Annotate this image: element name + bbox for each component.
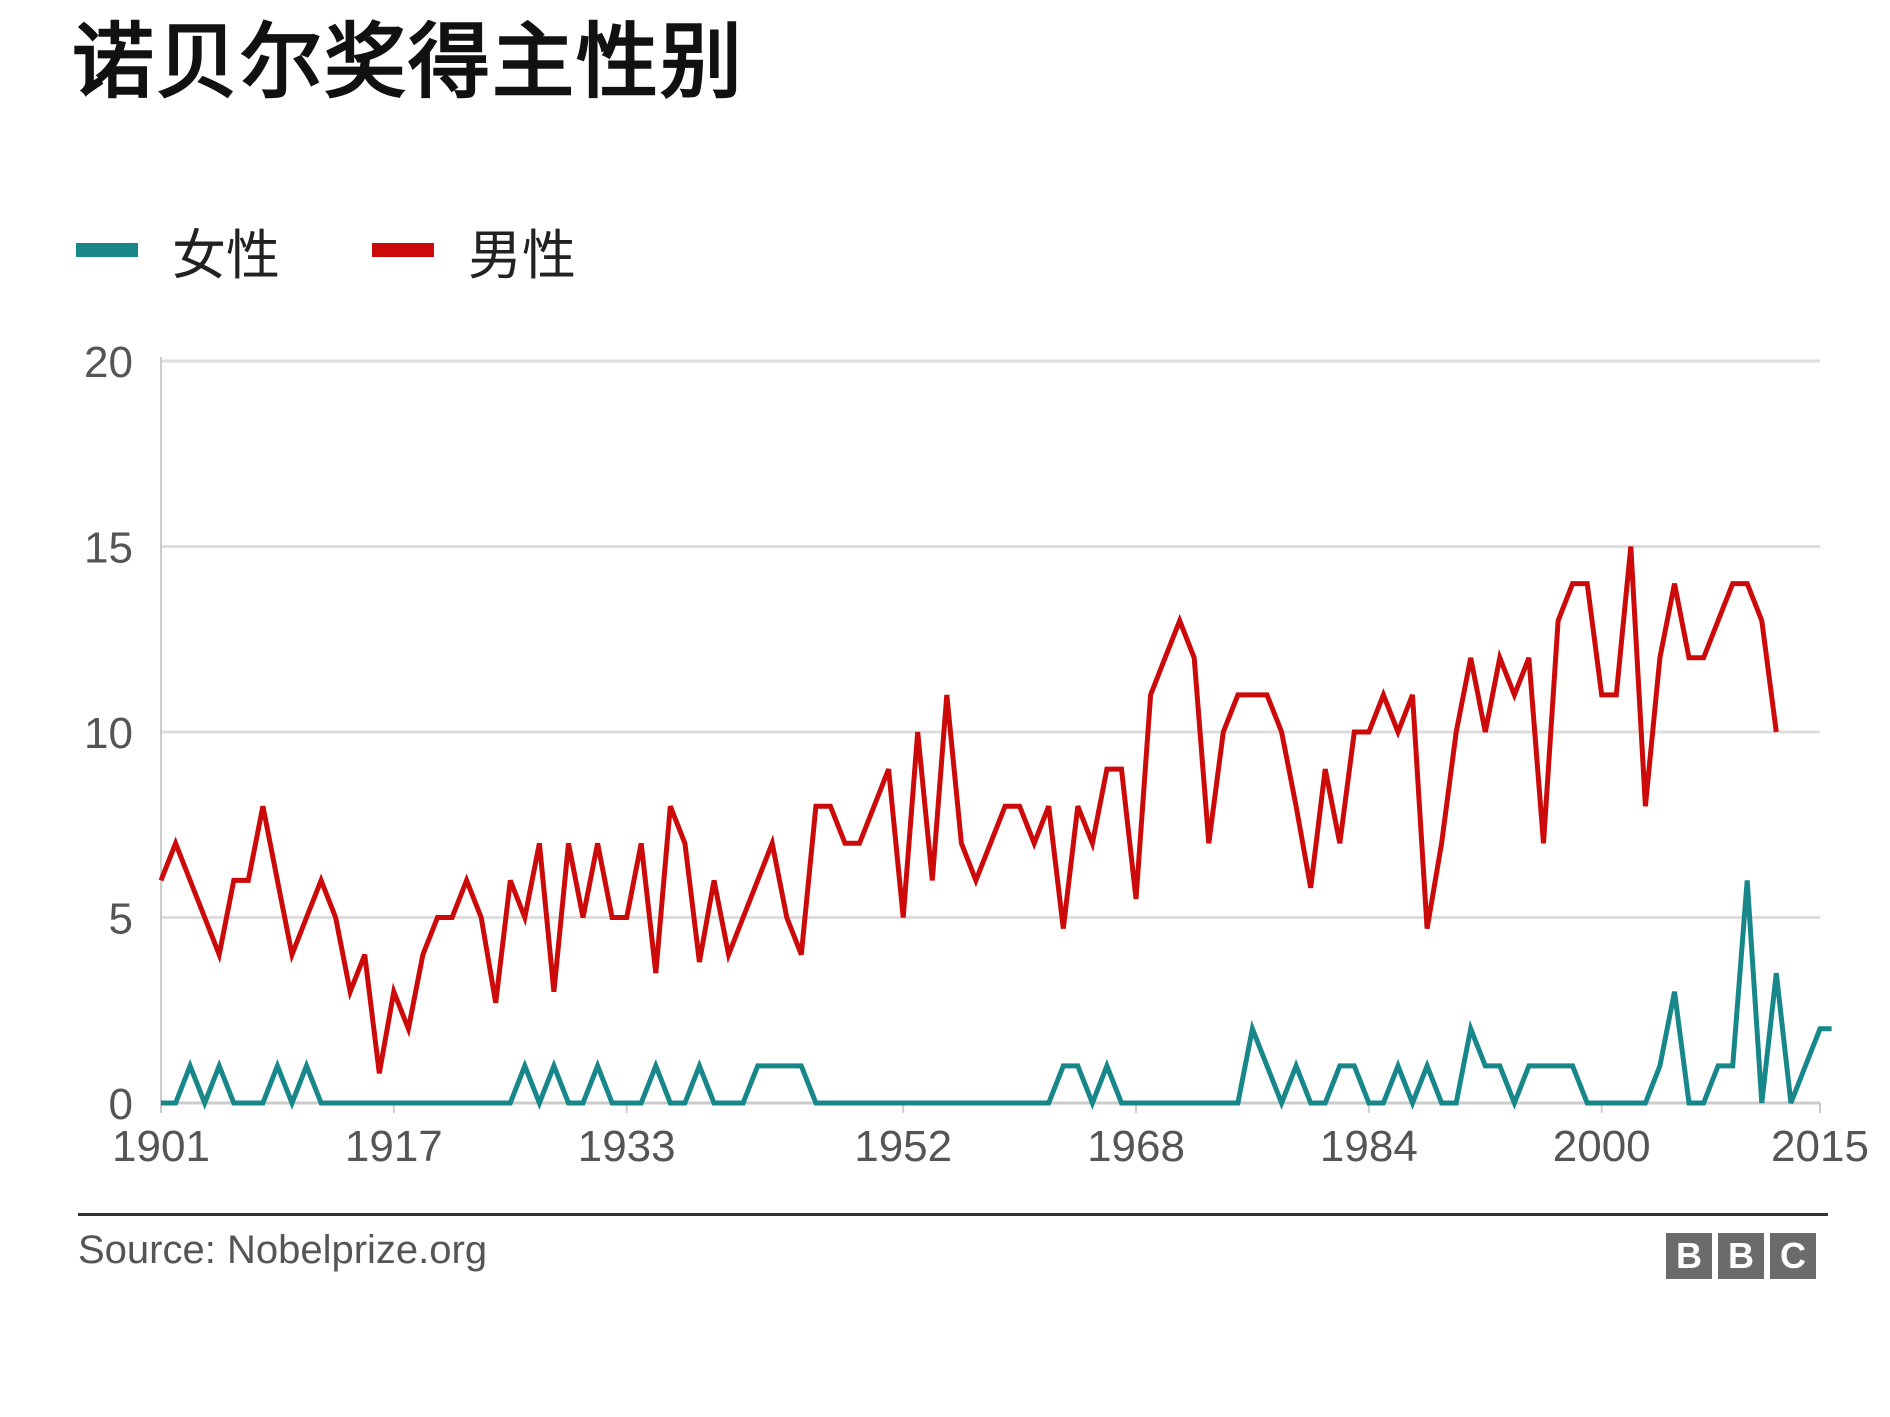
- y-tick-label-10: 10: [84, 709, 133, 758]
- logo-letter-b2: B: [1718, 1233, 1764, 1279]
- legend-item-female: 女性: [76, 211, 280, 290]
- series-layer: [158, 546, 1832, 1110]
- line-chart: 0 5 10 15 20 1901 1917 1933 1952 1968 1984 2000 2015: [84, 338, 1869, 1171]
- legend: 女性 男性: [76, 212, 668, 288]
- legend-swatch-male: [372, 243, 434, 257]
- y-tick-label-0: 0: [109, 1080, 133, 1129]
- x-tick-label-2000: 2000: [1553, 1122, 1651, 1171]
- x-tick-label-1984: 1984: [1320, 1122, 1418, 1171]
- x-tick-label-2015: 2015: [1771, 1122, 1869, 1171]
- legend-item-male: 男性: [372, 211, 576, 290]
- y-tick-label-5: 5: [109, 895, 133, 944]
- y-tick-label-20: 20: [84, 338, 133, 387]
- x-tick-label-1901: 1901: [112, 1122, 210, 1171]
- tick-labels: 0 5 10 15 20 1901 1917 1933 1952 1968 1984 2000 2015: [84, 338, 1869, 1171]
- logo-letter-b1: B: [1666, 1233, 1712, 1279]
- x-tick-label-1952: 1952: [854, 1122, 952, 1171]
- logo-letter-c: C: [1770, 1233, 1816, 1279]
- axes: [160, 357, 1821, 1113]
- legend-label-female: 女性: [172, 223, 280, 287]
- x-tick-label-1933: 1933: [578, 1122, 676, 1171]
- source-note: Source: Nobelprize.org: [78, 1228, 488, 1272]
- series-line-female: [161, 880, 1832, 1110]
- bbc-logo: B B C: [1666, 1233, 1822, 1279]
- x-tick-label-1917: 1917: [345, 1122, 443, 1171]
- y-tick-label-15: 15: [84, 524, 133, 573]
- chart-title: 诺贝尔奖得主性别: [72, 15, 745, 110]
- series-line-male: [158, 546, 1779, 1074]
- legend-label-male: 男性: [468, 223, 576, 287]
- legend-swatch-female: [76, 243, 138, 257]
- x-tick-label-1968: 1968: [1087, 1122, 1185, 1171]
- gridlines: [161, 359, 1820, 919]
- footer-divider: [78, 1213, 1828, 1216]
